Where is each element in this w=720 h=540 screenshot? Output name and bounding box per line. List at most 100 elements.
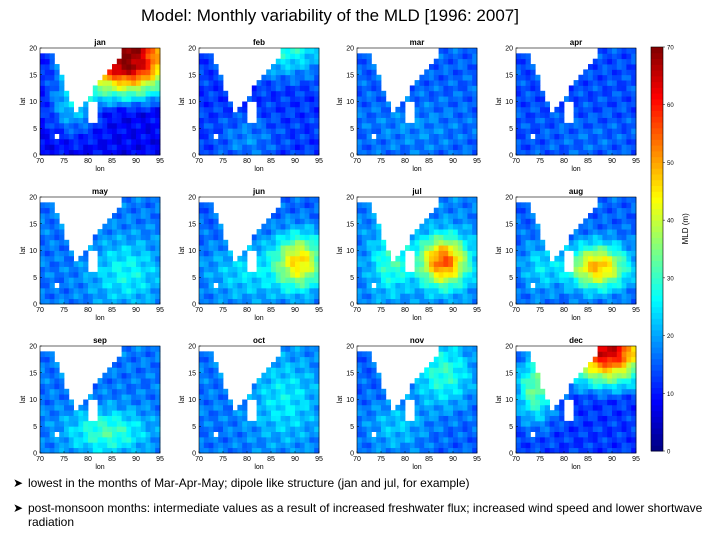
mld-cell [588, 218, 594, 225]
mld-cell [275, 266, 281, 273]
mld-cell [271, 255, 277, 262]
mld-cell [472, 207, 478, 214]
mld-cell [472, 234, 478, 241]
mld-cell [453, 255, 459, 262]
y-tick-label: 15 [505, 221, 513, 228]
mld-cell [49, 367, 55, 374]
mld-cell [376, 223, 382, 230]
mld-cell [261, 80, 267, 86]
mld-cell [140, 410, 146, 416]
mld-cell [438, 356, 444, 363]
mld-cell [602, 383, 608, 390]
mld-cell [419, 266, 425, 273]
mld-cell [44, 410, 50, 416]
mld-cell [626, 202, 632, 209]
mld-cell [443, 372, 449, 379]
mld-cell [295, 261, 301, 267]
mld-cell [472, 383, 478, 390]
mld-cell [136, 388, 142, 395]
mld-cell [621, 213, 627, 219]
mld-cell [612, 133, 618, 140]
mld-cell [612, 245, 618, 251]
mld-cell [443, 106, 449, 113]
mld-cell [612, 367, 618, 374]
mld-cell [361, 415, 367, 422]
mld-cell [457, 117, 463, 124]
mld-cell [121, 431, 127, 438]
mld-cell [97, 399, 103, 406]
mld-cell [357, 372, 363, 379]
mld-cell [290, 410, 296, 416]
mld-cell [448, 218, 454, 225]
mld-cell [40, 122, 46, 129]
mld-cell [49, 101, 55, 108]
mld-cell [467, 96, 473, 102]
mld-cell [564, 420, 570, 427]
mld-cell [535, 255, 541, 262]
mld-cell [285, 282, 291, 289]
mld-cell [280, 122, 286, 129]
mld-cell [290, 404, 296, 411]
mld-cell [213, 378, 219, 384]
mld-cell [409, 138, 415, 145]
mld-cell [583, 144, 589, 151]
mld-cell [390, 266, 396, 273]
mld-cell [295, 436, 301, 443]
mld-cell [199, 96, 205, 102]
mld-cell [424, 122, 430, 129]
mld-cell [54, 112, 60, 118]
mld-cell [457, 223, 463, 230]
mld-cell [59, 239, 65, 246]
mld-cell [92, 298, 98, 305]
mld-cell [371, 122, 377, 129]
mld-cell [309, 223, 315, 230]
mld-cell [559, 420, 565, 427]
mld-cell [607, 234, 613, 241]
mld-cell [612, 202, 618, 209]
mld-cell [208, 223, 214, 230]
mld-cell [102, 96, 108, 102]
mld-cell [540, 287, 546, 294]
mld-cell [83, 426, 89, 432]
mld-cell [448, 101, 454, 108]
mld-cell [237, 122, 243, 129]
mld-cell [357, 223, 363, 230]
mld-cell [40, 420, 46, 427]
colorbar-swatch [651, 87, 663, 94]
y-tick-label: 10 [29, 397, 37, 404]
mld-cell [588, 442, 594, 449]
mld-cell [299, 69, 305, 76]
mld-cell [88, 282, 94, 289]
mld-cell [583, 149, 589, 156]
mld-cell [592, 101, 598, 108]
mld-cell [612, 149, 618, 156]
colorbar-swatch [651, 433, 663, 440]
mld-cell [92, 394, 98, 400]
mld-cell [44, 250, 50, 257]
mld-cell [92, 144, 98, 151]
mld-cell [540, 144, 546, 151]
mld-cell [357, 420, 363, 427]
mld-cell [275, 122, 281, 129]
mld-cell [121, 346, 127, 352]
mld-cell [218, 447, 224, 454]
mld-cell [140, 122, 146, 129]
mld-cell [564, 436, 570, 443]
mld-cell [419, 80, 425, 86]
mld-cell [102, 266, 108, 273]
mld-cell [597, 239, 603, 246]
mld-cell [448, 122, 454, 129]
x-tick-label: 85 [108, 158, 116, 165]
mld-cell [299, 282, 305, 289]
mld-cell [467, 202, 473, 209]
mld-cell [150, 234, 156, 241]
mld-cell [453, 420, 459, 427]
mld-cell [290, 138, 296, 145]
colorbar-swatch [651, 283, 663, 290]
mld-cell [573, 239, 579, 246]
mld-cell [299, 356, 305, 363]
y-tick-label: 15 [346, 370, 354, 377]
mld-cell [49, 436, 55, 443]
mld-cell [457, 112, 463, 118]
mld-cell [535, 138, 541, 145]
